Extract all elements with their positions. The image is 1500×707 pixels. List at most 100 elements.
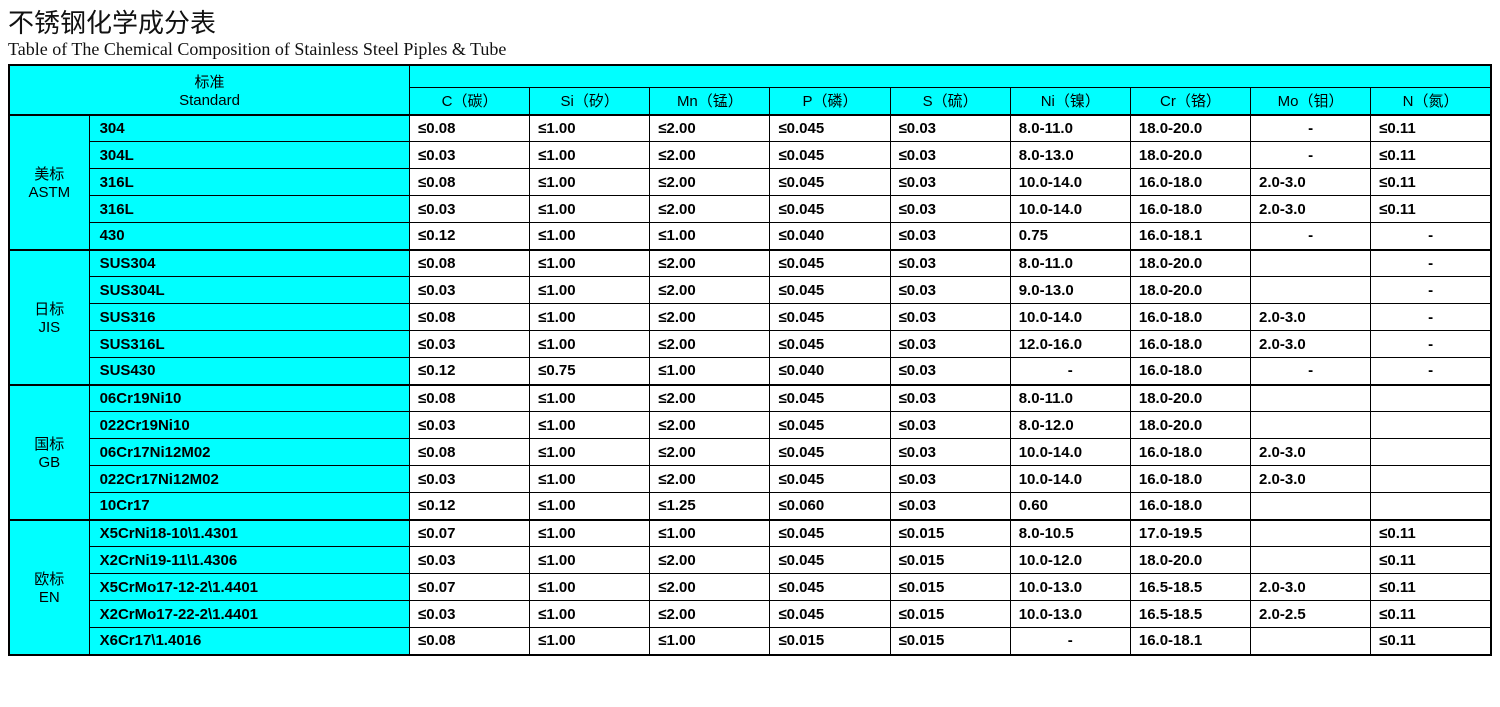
value-cell: 2.0-3.0 (1251, 196, 1371, 223)
value-cell: ≤0.015 (770, 628, 890, 655)
value-cell: ≤0.03 (410, 277, 530, 304)
value-cell: 17.0-19.5 (1130, 520, 1250, 547)
value-cell: 16.0-18.0 (1130, 169, 1250, 196)
value-cell: 8.0-11.0 (1010, 385, 1130, 412)
value-cell: 2.0-2.5 (1251, 601, 1371, 628)
value-cell: ≤0.11 (1371, 574, 1491, 601)
value-cell: 10.0-14.0 (1010, 169, 1130, 196)
value-cell: 2.0-3.0 (1251, 169, 1371, 196)
value-cell (1371, 439, 1491, 466)
value-cell: - (1251, 142, 1371, 169)
title-chinese: 不锈钢化学成分表 (8, 8, 1492, 39)
value-cell: ≤0.045 (770, 547, 890, 574)
value-cell: ≤1.00 (650, 520, 770, 547)
value-cell: ≤0.11 (1371, 601, 1491, 628)
value-cell: ≤0.07 (410, 520, 530, 547)
grade-cell: SUS316 (89, 304, 409, 331)
standard-group: 欧标EN (9, 520, 89, 655)
value-cell: ≤0.045 (770, 520, 890, 547)
value-cell: ≤1.00 (530, 115, 650, 142)
value-cell: 16.0-18.0 (1130, 439, 1250, 466)
value-cell: - (1371, 250, 1491, 277)
value-cell: ≤0.03 (890, 304, 1010, 331)
grade-cell: X5CrNi18-10\1.4301 (89, 520, 409, 547)
header-element: P（磷） (770, 88, 890, 115)
standard-group: 国标GB (9, 385, 89, 520)
value-cell: ≤0.03 (890, 250, 1010, 277)
value-cell: - (1251, 223, 1371, 250)
standard-group: 美标ASTM (9, 115, 89, 250)
title-english: Table of The Chemical Composition of Sta… (8, 39, 1492, 60)
value-cell: 16.0-18.1 (1130, 628, 1250, 655)
header-standard-en: Standard (16, 92, 403, 109)
value-cell: ≤1.00 (530, 574, 650, 601)
value-cell: ≤0.12 (410, 223, 530, 250)
header-element: Cr（铬） (1130, 88, 1250, 115)
grade-cell: SUS316L (89, 331, 409, 358)
value-cell: ≤0.03 (890, 115, 1010, 142)
value-cell: ≤1.00 (530, 412, 650, 439)
value-cell: ≤2.00 (650, 466, 770, 493)
value-cell: ≤1.25 (650, 493, 770, 520)
grade-cell: 304 (89, 115, 409, 142)
value-cell: ≤0.045 (770, 466, 890, 493)
value-cell: 18.0-20.0 (1130, 412, 1250, 439)
value-cell: 2.0-3.0 (1251, 331, 1371, 358)
value-cell: 0.60 (1010, 493, 1130, 520)
value-cell: ≤0.08 (410, 439, 530, 466)
value-cell: ≤0.040 (770, 223, 890, 250)
value-cell: ≤0.03 (890, 223, 1010, 250)
value-cell: 8.0-12.0 (1010, 412, 1130, 439)
grade-cell: 022Cr19Ni10 (89, 412, 409, 439)
value-cell: ≤0.08 (410, 250, 530, 277)
value-cell: ≤2.00 (650, 196, 770, 223)
value-cell: ≤0.045 (770, 439, 890, 466)
value-cell: ≤0.03 (890, 439, 1010, 466)
header-element: Mo（钼） (1251, 88, 1371, 115)
value-cell: ≤2.00 (650, 250, 770, 277)
composition-table: 标准Standard C（碳）Si（矽）Mn（锰）P（磷）S（硫）Ni（镍）Cr… (8, 64, 1492, 656)
header-element: C（碳） (410, 88, 530, 115)
value-cell: ≤0.11 (1371, 142, 1491, 169)
value-cell (1251, 547, 1371, 574)
value-cell: ≤2.00 (650, 547, 770, 574)
value-cell: ≤0.03 (890, 142, 1010, 169)
value-cell: ≤2.00 (650, 412, 770, 439)
value-cell (1251, 412, 1371, 439)
value-cell: ≤0.045 (770, 601, 890, 628)
value-cell: ≤0.03 (410, 547, 530, 574)
value-cell: 16.0-18.0 (1130, 358, 1250, 385)
value-cell: 8.0-10.5 (1010, 520, 1130, 547)
value-cell: ≤1.00 (530, 385, 650, 412)
value-cell: ≤1.00 (530, 628, 650, 655)
grade-cell: 10Cr17 (89, 493, 409, 520)
value-cell: ≤0.03 (410, 196, 530, 223)
value-cell: ≤1.00 (530, 304, 650, 331)
value-cell: ≤0.045 (770, 115, 890, 142)
value-cell (1251, 250, 1371, 277)
value-cell: 16.5-18.5 (1130, 574, 1250, 601)
grade-cell: 316L (89, 196, 409, 223)
grade-cell: SUS304 (89, 250, 409, 277)
value-cell (1251, 385, 1371, 412)
grade-cell: SUS430 (89, 358, 409, 385)
value-cell: ≤2.00 (650, 601, 770, 628)
grade-cell: X5CrMo17-12-2\1.4401 (89, 574, 409, 601)
value-cell: ≤1.00 (530, 142, 650, 169)
value-cell: ≤0.03 (890, 277, 1010, 304)
header-element: Mn（锰） (650, 88, 770, 115)
value-cell: 18.0-20.0 (1130, 385, 1250, 412)
grade-cell: SUS304L (89, 277, 409, 304)
value-cell: 2.0-3.0 (1251, 304, 1371, 331)
value-cell (1251, 520, 1371, 547)
value-cell: ≤0.045 (770, 250, 890, 277)
value-cell: ≤0.08 (410, 115, 530, 142)
value-cell: ≤0.045 (770, 169, 890, 196)
value-cell: ≤0.11 (1371, 115, 1491, 142)
value-cell: - (1010, 628, 1130, 655)
value-cell: ≤0.11 (1371, 628, 1491, 655)
value-cell: 10.0-14.0 (1010, 466, 1130, 493)
value-cell: ≤0.015 (890, 601, 1010, 628)
header-element: Ni（镍） (1010, 88, 1130, 115)
standard-en: JIS (16, 319, 83, 336)
